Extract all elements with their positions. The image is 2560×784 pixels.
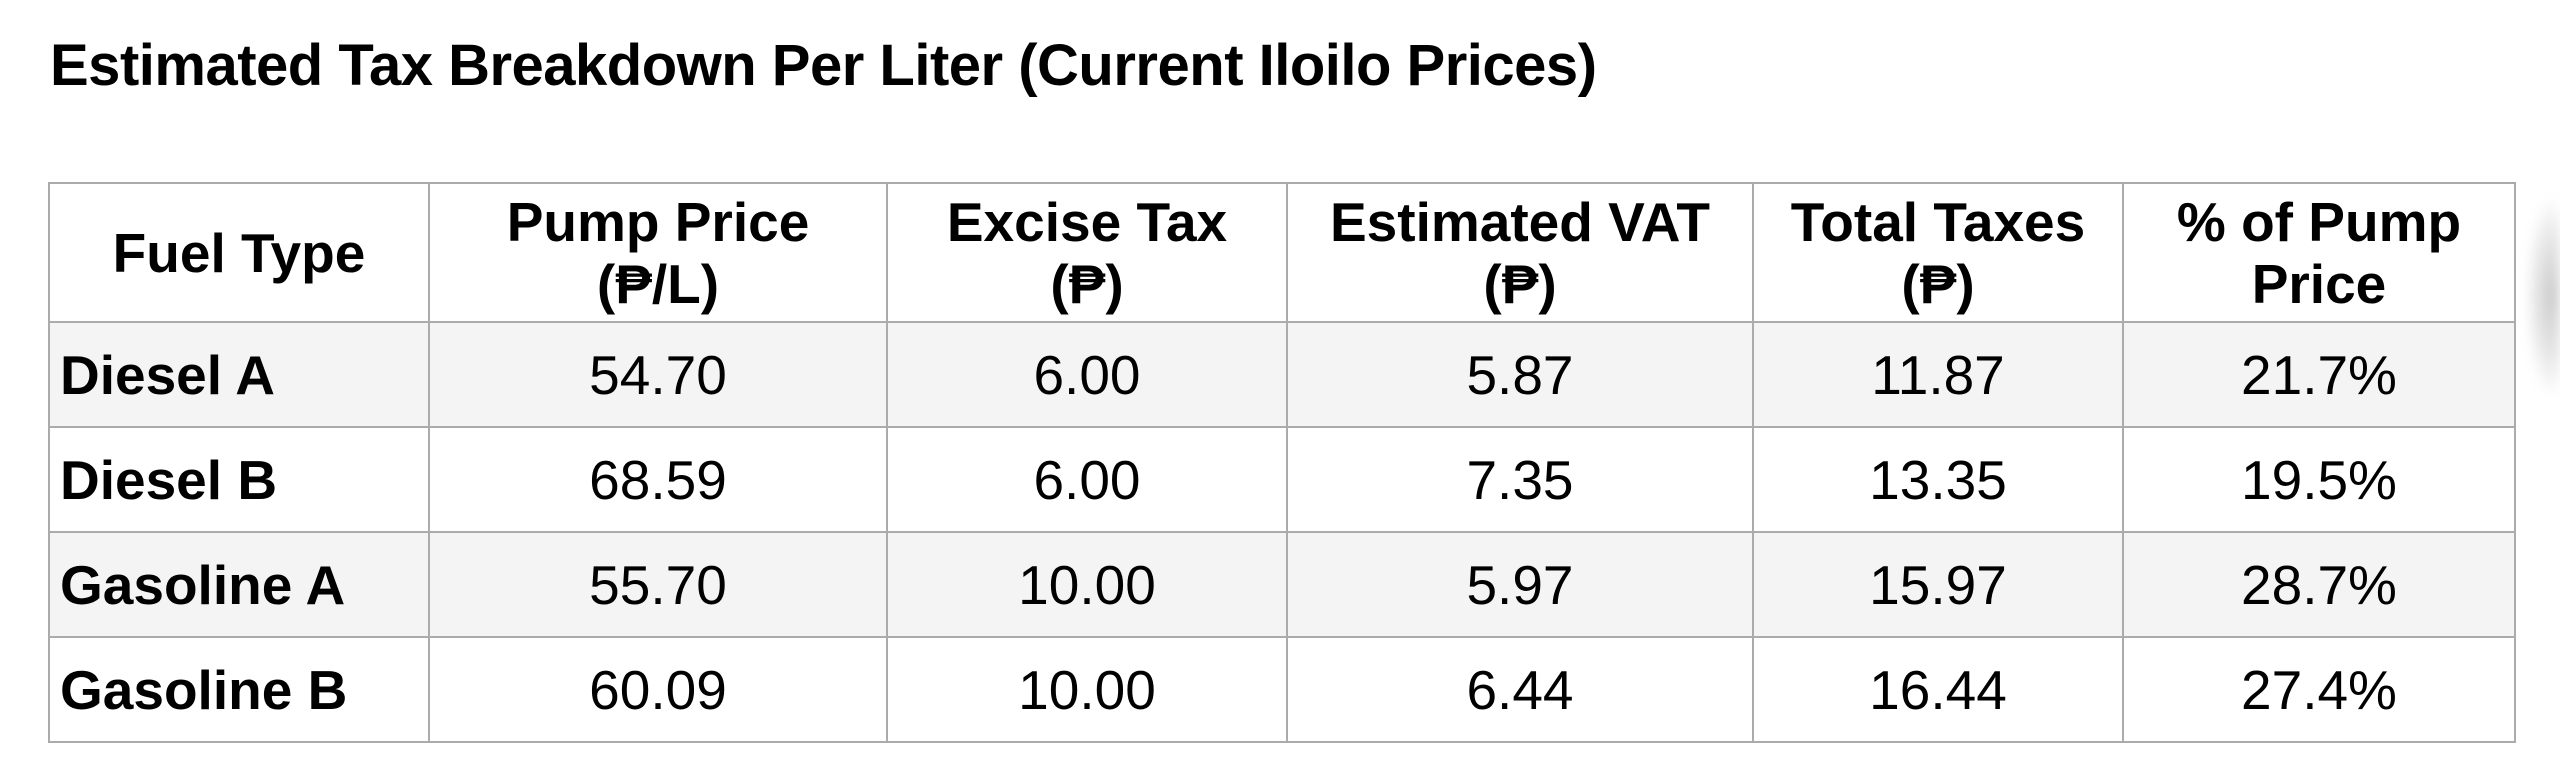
column-header-sublabel: (₱/L) [596, 252, 720, 315]
column-header-label: % of Pump [2176, 190, 2462, 253]
cell-estimated-vat: 6.44 [1286, 636, 1754, 743]
cell-fuel-type: Diesel B [48, 426, 430, 533]
column-header-label: Total Taxes [1790, 190, 2086, 253]
column-header-sublabel: (₱) [1901, 252, 1975, 315]
column-header-label: Excise Tax [946, 190, 1228, 253]
cell-excise-tax: 10.00 [886, 636, 1288, 743]
cell-pct-of-pump-price: 28.7% [2122, 531, 2516, 638]
cell-fuel-type: Gasoline B [48, 636, 430, 743]
column-header-sublabel: (₱) [1050, 252, 1124, 315]
cell-total-taxes: 13.35 [1752, 426, 2124, 533]
cell-estimated-vat: 7.35 [1286, 426, 1754, 533]
column-header-fuel-type: Fuel Type [48, 182, 430, 323]
cell-total-taxes: 15.97 [1752, 531, 2124, 638]
column-header-sublabel: Price [2251, 252, 2387, 315]
table-row-gasoline-b: Gasoline B 60.09 10.00 6.44 16.44 27.4% [48, 636, 2516, 743]
cell-estimated-vat: 5.87 [1286, 321, 1754, 428]
cell-excise-tax: 6.00 [886, 426, 1288, 533]
cell-pump-price: 60.09 [428, 636, 888, 743]
table-header-row: Fuel Type Pump Price (₱/L) Excise Tax (₱… [48, 182, 2516, 323]
cell-fuel-type: Gasoline A [48, 531, 430, 638]
cell-fuel-type: Diesel A [48, 321, 430, 428]
column-header-pump-price: Pump Price (₱/L) [428, 182, 888, 323]
column-header-label: Pump Price [506, 190, 810, 253]
cell-estimated-vat: 5.97 [1286, 531, 1754, 638]
column-header-label: Estimated VAT [1330, 190, 1710, 253]
page-title: Estimated Tax Breakdown Per Liter (Curre… [50, 33, 1597, 98]
column-header-pct-of-pump-price: % of Pump Price [2122, 182, 2516, 323]
column-header-label: Fuel Type [112, 221, 366, 284]
cell-pump-price: 68.59 [428, 426, 888, 533]
cell-total-taxes: 16.44 [1752, 636, 2124, 743]
cell-pump-price: 54.70 [428, 321, 888, 428]
scrollbar-thumb[interactable] [2502, 175, 2560, 445]
column-header-excise-tax: Excise Tax (₱) [886, 182, 1288, 323]
table-row-diesel-b: Diesel B 68.59 6.00 7.35 13.35 19.5% [48, 426, 2516, 533]
column-header-sublabel: (₱) [1483, 252, 1557, 315]
table-row-gasoline-a: Gasoline A 55.70 10.00 5.97 15.97 28.7% [48, 531, 2516, 638]
cell-pct-of-pump-price: 19.5% [2122, 426, 2516, 533]
cell-excise-tax: 6.00 [886, 321, 1288, 428]
column-header-total-taxes: Total Taxes (₱) [1752, 182, 2124, 323]
tax-breakdown-table: Fuel Type Pump Price (₱/L) Excise Tax (₱… [48, 182, 2516, 743]
table-row-diesel-a: Diesel A 54.70 6.00 5.87 11.87 21.7% [48, 321, 2516, 428]
cell-excise-tax: 10.00 [886, 531, 1288, 638]
cell-pct-of-pump-price: 21.7% [2122, 321, 2516, 428]
cell-pct-of-pump-price: 27.4% [2122, 636, 2516, 743]
cell-total-taxes: 11.87 [1752, 321, 2124, 428]
cell-pump-price: 55.70 [428, 531, 888, 638]
column-header-estimated-vat: Estimated VAT (₱) [1286, 182, 1754, 323]
